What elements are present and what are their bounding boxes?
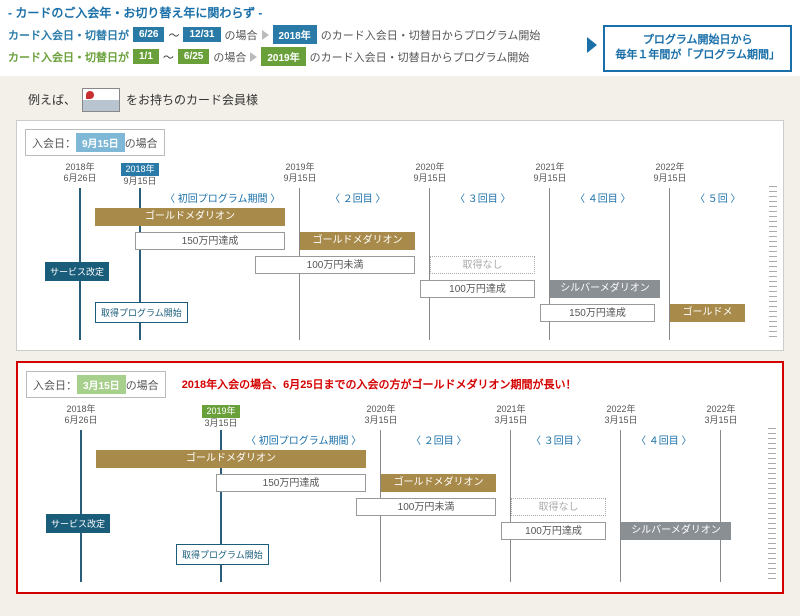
- year-label: 2018年9月15日: [105, 162, 175, 187]
- header-title: - カードのご入会年・お切り替え年に関わらず -: [8, 4, 792, 21]
- status-bar: 100万円未満: [356, 498, 496, 516]
- program-start-flag: 取得プログラム開始: [95, 302, 188, 323]
- year-label: 2022年3月15日: [686, 404, 756, 426]
- cycle-label: ３回目: [531, 432, 587, 447]
- rule1-date-from: 6/26: [133, 27, 164, 42]
- year-label: 2019年9月15日: [265, 162, 335, 184]
- case-header-2: 入会日：3月15日の場合 2018年入会の場合、6月25日までの入会の方がゴール…: [26, 371, 774, 398]
- year-label: 2020年9月15日: [395, 162, 465, 184]
- status-bar: 100万円達成: [420, 280, 535, 298]
- rule-row-1: カード入会日・切替日が 6/26 ～ 12/31 の場合 2018年 のカード入…: [8, 25, 581, 44]
- status-bar: 取得なし: [511, 498, 606, 516]
- status-bar: 150万円達成: [135, 232, 285, 250]
- service-revision-flag: サービス改定: [45, 262, 109, 281]
- timeline-gridline: [80, 430, 82, 582]
- status-bar: 100万円達成: [501, 522, 606, 540]
- timeline-gridline: [720, 430, 721, 582]
- truncation-edge: [769, 182, 777, 340]
- rule1-label: カード入会日・切替日が: [8, 27, 129, 43]
- program-start-flag: 取得プログラム開始: [176, 544, 269, 565]
- case1-date: 9月15日: [76, 133, 125, 152]
- cycle-label: ４回目: [636, 432, 692, 447]
- case-header-1: 入会日：9月15日の場合: [25, 129, 775, 156]
- year-label: 2019年3月15日: [186, 404, 256, 429]
- cycle-label: 初回プログラム期間: [246, 432, 361, 447]
- cycle-label: ３回目: [455, 190, 511, 205]
- rule-row-2: カード入会日・切替日が 1/1 ～ 6/25 の場合 2019年 のカード入会日…: [8, 47, 581, 66]
- cycle-label: ４回目: [575, 190, 631, 205]
- rule1-year: 2018年: [273, 25, 317, 44]
- status-bar: ゴールドメ: [670, 304, 745, 322]
- status-bar: シルバーメダリオン: [621, 522, 731, 540]
- arrow-icon: [262, 30, 269, 40]
- intro: 例えば、 をお持ちのカード会員様: [0, 86, 800, 120]
- status-bar: 取得なし: [430, 256, 535, 274]
- timeline-panel-march: 入会日：3月15日の場合 2018年入会の場合、6月25日までの入会の方がゴール…: [16, 361, 784, 594]
- status-bar: 150万円達成: [216, 474, 366, 492]
- timeline-2: 2018年6月26日 2019年3月15日 2020年3月15日 2021年3月15日…: [26, 404, 774, 582]
- year-label: 2022年3月15日: [586, 404, 656, 426]
- arrow-icon: [250, 52, 257, 62]
- status-bar: シルバーメダリオン: [550, 280, 660, 298]
- year-label: 2018年6月26日: [46, 404, 116, 426]
- timeline-gridline: [620, 430, 621, 582]
- rule2-year: 2019年: [261, 47, 305, 66]
- program-period-note: プログラム開始日から 毎年１年間が「プログラム期間」: [603, 25, 792, 72]
- status-bar: ゴールドメダリオン: [96, 450, 366, 468]
- status-bar: ゴールドメダリオン: [95, 208, 285, 226]
- status-bar: ゴールドメダリオン: [300, 232, 415, 250]
- rule1-date-to: 12/31: [183, 27, 220, 42]
- timeline-panel-sept: 入会日：9月15日の場合 2018年6月26日2018年9月15日2019年9月…: [16, 120, 784, 351]
- cycle-label: ２回目: [411, 432, 467, 447]
- timeline-1: 2018年6月26日2018年9月15日2019年9月15日2020年9月15日…: [25, 162, 775, 340]
- rule2-label: カード入会日・切替日が: [8, 49, 129, 65]
- year-label: 2021年9月15日: [515, 162, 585, 184]
- year-label: 2022年9月15日: [635, 162, 705, 184]
- rule2-date-to: 6/25: [178, 49, 209, 64]
- year-label: 2020年3月15日: [346, 404, 416, 426]
- status-bar: ゴールドメダリオン: [381, 474, 496, 492]
- card-image-icon: [82, 88, 120, 112]
- case2-date: 3月15日: [77, 375, 126, 394]
- cycle-label: ２回目: [330, 190, 386, 205]
- year-label: 2021年3月15日: [476, 404, 546, 426]
- main-area: 例えば、 をお持ちのカード会員様 入会日：9月15日の場合 2018年6月26日…: [0, 76, 800, 616]
- cycle-label: 初回プログラム期間: [165, 190, 280, 205]
- header-block: - カードのご入会年・お切り替え年に関わらず - カード入会日・切替日が 6/2…: [0, 0, 800, 76]
- service-revision-flag: サービス改定: [46, 514, 110, 533]
- status-bar: 150万円達成: [540, 304, 655, 322]
- alert-text: 2018年入会の場合、6月25日までの入会の方がゴールドメダリオン期間が長い！: [182, 376, 577, 392]
- cycle-label: ５回: [695, 190, 741, 205]
- rule2-date-from: 1/1: [133, 49, 159, 64]
- truncation-edge: [768, 424, 776, 582]
- arrow-icon: [587, 37, 597, 53]
- status-bar: 100万円未満: [255, 256, 415, 274]
